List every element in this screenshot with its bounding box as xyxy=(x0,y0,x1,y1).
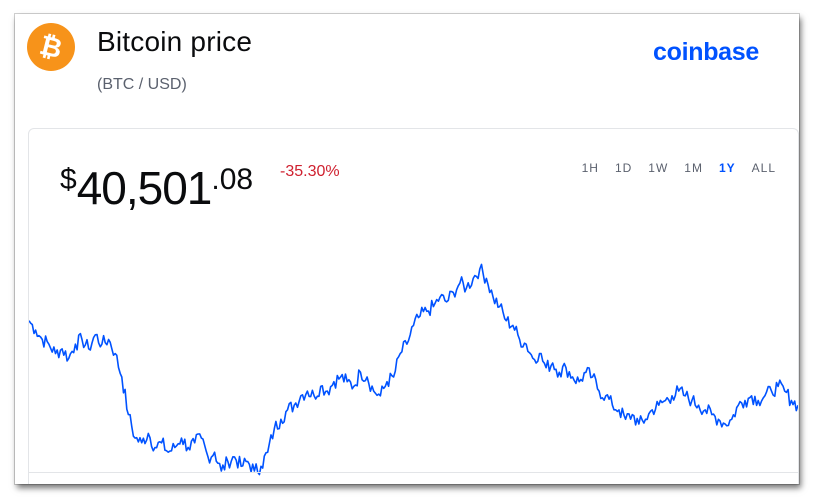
time-range-selector: 1H 1D 1W 1M 1Y ALL xyxy=(574,161,784,175)
pair-subtitle: (BTC / USD) xyxy=(97,76,187,93)
range-1w[interactable]: 1W xyxy=(648,161,669,175)
bitcoin-price-card: ₿ Bitcoin price (BTC / USD) coinbase $40… xyxy=(15,14,799,484)
range-1d[interactable]: 1D xyxy=(614,161,633,175)
price-currency: $ xyxy=(60,163,77,196)
price-change: -35.30% xyxy=(280,163,340,180)
price-line-chart[interactable] xyxy=(29,249,798,479)
chart-baseline xyxy=(29,472,798,473)
price-decimal: .08 xyxy=(211,163,254,196)
current-price: $40,501.08 xyxy=(60,161,253,215)
price-series-line xyxy=(29,263,798,476)
price-chart-panel: $40,501.08 -35.30% 1H 1D 1W 1M 1Y ALL xyxy=(28,128,799,484)
range-1h[interactable]: 1H xyxy=(581,161,599,175)
price-integer: 40,501 xyxy=(76,162,213,214)
range-1m[interactable]: 1M xyxy=(684,161,703,175)
bitcoin-icon: ₿ xyxy=(27,23,75,71)
range-all[interactable]: ALL xyxy=(751,161,776,175)
page-title: Bitcoin price xyxy=(97,26,253,57)
coinbase-logo-link[interactable]: coinbase xyxy=(653,38,759,66)
svg-text:₿: ₿ xyxy=(36,30,65,65)
range-1y[interactable]: 1Y xyxy=(718,161,736,175)
